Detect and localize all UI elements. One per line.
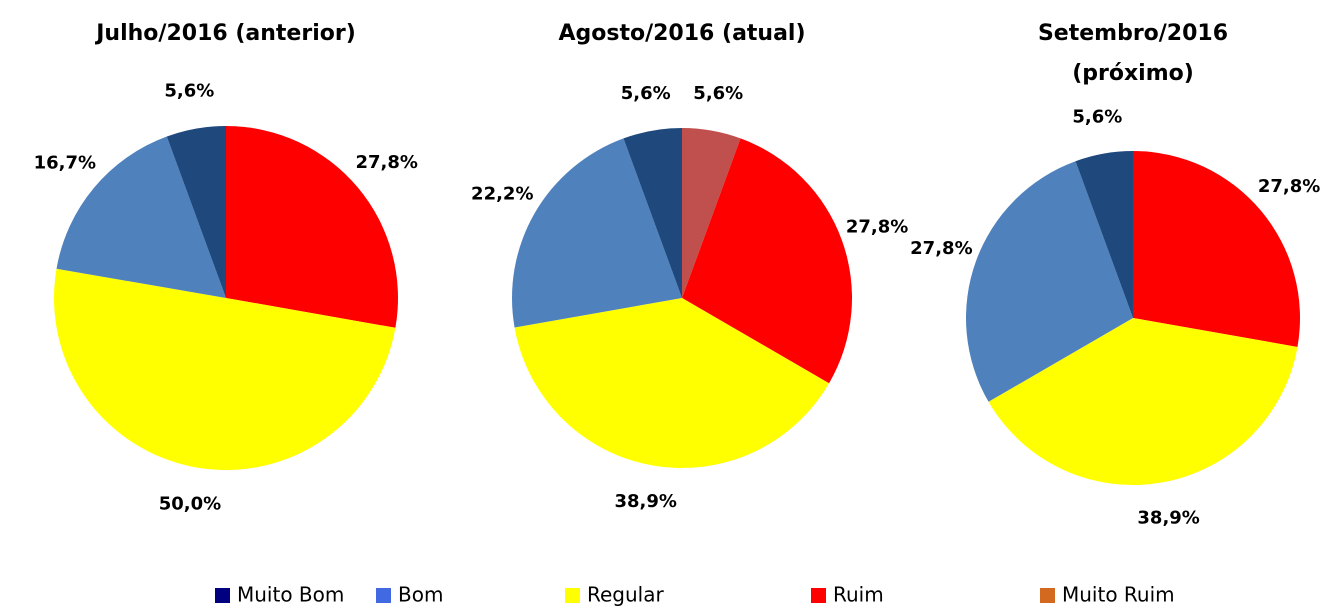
- legend-label: Regular: [587, 583, 664, 607]
- data-label: 38,9%: [1137, 508, 1199, 529]
- pie-slice: [512, 138, 682, 328]
- chart-title: Agosto/2016 (atual): [558, 21, 806, 46]
- pie-slice: [56, 136, 226, 298]
- legend-label: Muito Ruim: [1062, 583, 1175, 607]
- data-label: 50,0%: [159, 494, 221, 515]
- legend-swatch: [215, 588, 230, 603]
- chart-title: Julho/2016 (anterior): [96, 21, 356, 46]
- pie-slice: [682, 128, 741, 298]
- data-label: 27,8%: [355, 152, 417, 173]
- chart-title: Setembro/2016 (próximo): [1037, 21, 1229, 86]
- pie-slice: [514, 298, 830, 468]
- legend-label: Bom: [398, 583, 443, 607]
- pie-slice: [166, 126, 226, 298]
- legend-swatch: [376, 588, 391, 603]
- pie-slice: [682, 138, 852, 384]
- legend-swatch: [811, 588, 826, 603]
- pie-slice: [623, 128, 682, 298]
- pie-slice: [988, 318, 1298, 486]
- data-label: 38,9%: [615, 491, 677, 512]
- legend-label: Ruim: [833, 583, 884, 607]
- data-label: 27,8%: [1258, 176, 1320, 197]
- legend-label: Muito Bom: [237, 583, 344, 607]
- data-label: 5,6%: [1072, 106, 1122, 127]
- pie-slice: [54, 268, 396, 470]
- legend-swatch: [565, 588, 580, 603]
- data-label: 5,6%: [164, 80, 214, 101]
- data-label: 27,8%: [910, 238, 972, 259]
- legend-swatch: [1040, 588, 1055, 603]
- data-label: 16,7%: [34, 153, 96, 174]
- data-label: 5,6%: [693, 83, 743, 104]
- pie-slice: [1075, 151, 1133, 318]
- pie-slice: [226, 126, 398, 328]
- pie-slice: [965, 161, 1133, 402]
- data-label: 27,8%: [846, 217, 908, 238]
- data-label: 22,2%: [471, 183, 533, 204]
- data-label: 5,6%: [621, 83, 671, 104]
- pie-slice: [1133, 151, 1300, 347]
